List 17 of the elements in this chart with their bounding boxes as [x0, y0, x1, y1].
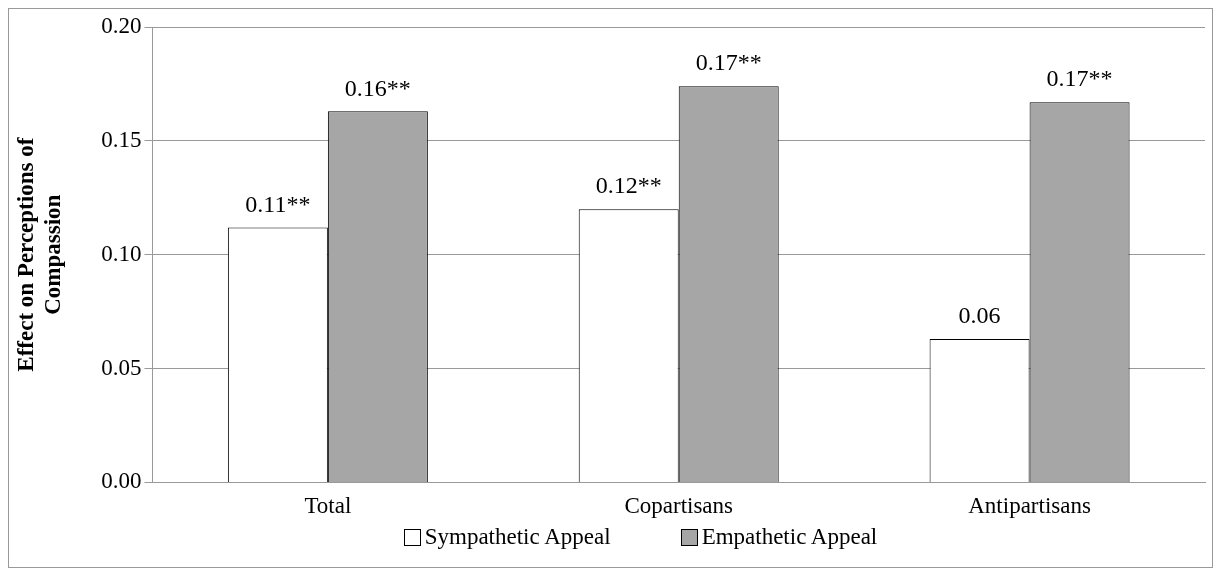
y-tick-label: 0.00: [101, 468, 142, 494]
data-label: 0.17**: [1046, 65, 1113, 92]
x-tick-label: Total: [304, 493, 352, 519]
y-tick-label: 0.15: [101, 126, 142, 152]
y-tick-label: 0.20: [101, 13, 142, 39]
x-tick-label: Antipartisans: [968, 493, 1091, 519]
x-tick-label: Copartisans: [624, 493, 734, 519]
y-tick-label: 0.10: [101, 240, 142, 266]
legend-label: Empathetic Appeal: [701, 524, 878, 550]
series-label: Sympathetic Appeal: [424, 524, 611, 550]
y-tick-label: 0.05: [101, 354, 142, 380]
data-label: 0.16**: [344, 74, 411, 101]
data-label: 0.17**: [695, 49, 762, 76]
data-label: 0.12**: [595, 172, 662, 199]
y-axis-title: Effect on Perceptions of Compassion: [12, 137, 66, 372]
data-label: 0.06: [958, 302, 1001, 329]
data-label: 0.11**: [245, 190, 311, 217]
